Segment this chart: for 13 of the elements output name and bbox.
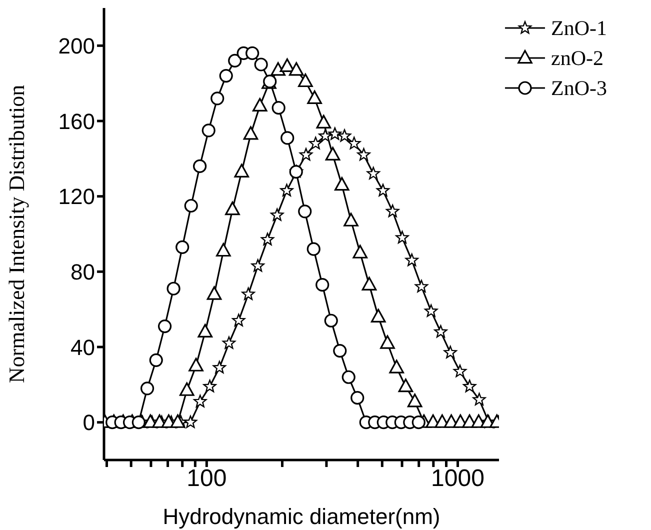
legend-label: ZnO-3: [551, 76, 607, 100]
legend-label: ZnO-1: [551, 16, 607, 40]
y-tick-label: 160: [58, 108, 95, 134]
y-tick-label: 200: [58, 33, 95, 58]
y-axis-title: Normalized Intensity Distribution: [4, 84, 29, 384]
x-tick-label: 1000: [431, 465, 484, 492]
legend-label: znO-2: [551, 46, 604, 70]
y-tick-label: 120: [58, 184, 95, 210]
y-tick-label: 80: [70, 259, 95, 284]
y-tick-label: 40: [70, 334, 95, 360]
x-tick-label: 100: [186, 465, 227, 492]
y-tick-label: 0: [82, 410, 95, 436]
x-axis-title: Hydrodynamic diameter(nm): [162, 504, 440, 529]
